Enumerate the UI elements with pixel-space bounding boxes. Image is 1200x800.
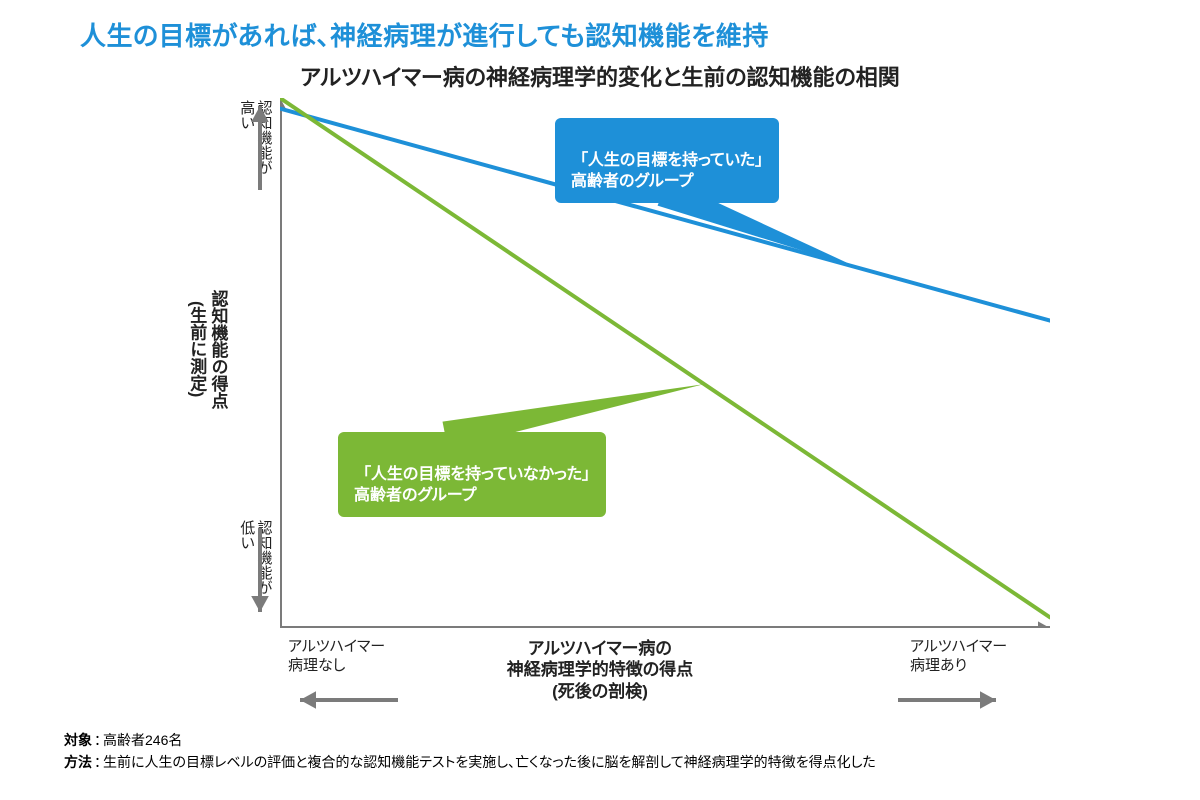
footer-subjects-label: 対象 bbox=[64, 730, 92, 752]
y-axis-low-label: 認知機能が 低い bbox=[238, 520, 273, 595]
callout-without-purpose: 「人生の目標を持っていなかった」 高齢者のグループ bbox=[338, 432, 606, 517]
footer-subjects-value: 高齢者246名 bbox=[103, 730, 182, 752]
footer-method-label: 方法 bbox=[64, 752, 92, 774]
chart-title: アルツハイマー病の神経病理学的変化と生前の認知機能の相関 bbox=[0, 60, 1200, 92]
x-axis-label: アルツハイマー病の 神経病理学的特徴の得点 (死後の剖検) bbox=[0, 638, 1200, 702]
y-axis-label: 認知機能の得点 (生前に測定) bbox=[186, 290, 229, 409]
page-title: 人生の目標があれば、神経病理が進行しても認知機能を維持 bbox=[80, 16, 769, 53]
callout-with-purpose: 「人生の目標を持っていた」 高齢者のグループ bbox=[555, 118, 779, 203]
y-axis-high-label: 認知機能が 高い bbox=[238, 100, 273, 175]
callout-without-purpose-text: 「人生の目標を持っていなかった」 高齢者のグループ bbox=[354, 466, 590, 505]
footer-notes: 対象 ： 高齢者246名 方法 ： 生前に人生の目標レベルの評価と複合的な認知機… bbox=[64, 730, 1144, 773]
footer-separator: ： bbox=[94, 730, 101, 752]
footer-method-value: 生前に人生の目標レベルの評価と複合的な認知機能テストを実施し、亡くなった後に脳を… bbox=[103, 752, 876, 774]
x-axis-right-label: アルツハイマー 病理あり bbox=[910, 638, 1007, 676]
callout-with-purpose-text: 「人生の目標を持っていた」 高齢者のグループ bbox=[571, 152, 763, 191]
footer-separator: ： bbox=[94, 752, 101, 774]
